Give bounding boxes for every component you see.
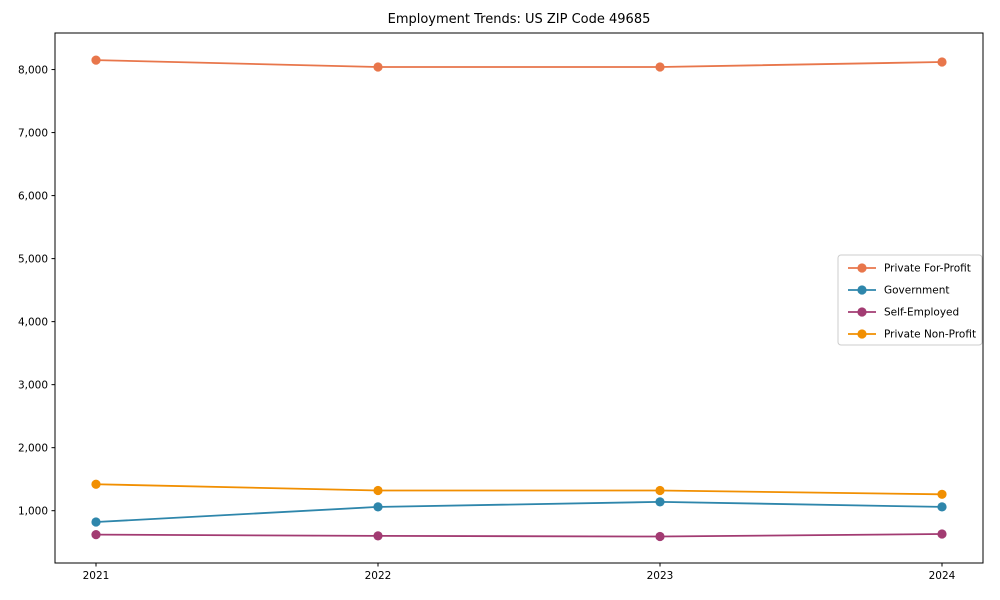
series-line-private-for-profit: [95, 59, 943, 68]
data-point: [655, 531, 665, 542]
legend-label: Private For-Profit: [884, 263, 971, 275]
legend-label: Government: [884, 285, 949, 297]
chart-title: Employment Trends: US ZIP Code 49685: [388, 12, 651, 27]
data-point: [937, 57, 947, 67]
data-point: [655, 485, 665, 496]
data-point: [655, 497, 665, 507]
data-point: [91, 530, 101, 540]
series-line-self-employed: [95, 533, 943, 538]
data-point: [373, 62, 383, 72]
y-axis-tick-label: 5,000: [18, 253, 48, 265]
data-point: [373, 485, 383, 496]
x-axis-tick-label: 2024: [929, 570, 956, 582]
y-axis-tick-label: 1,000: [18, 505, 48, 517]
legend-marker-swatch: [857, 329, 867, 339]
series-line-private-non-profit: [95, 483, 943, 496]
y-axis-tick-label: 8,000: [18, 64, 48, 76]
y-axis-tick-label: 3,000: [18, 379, 48, 391]
legend-label: Private Non-Profit: [884, 329, 976, 341]
data-point: [373, 531, 383, 541]
data-point: [937, 502, 947, 512]
data-point: [91, 479, 101, 489]
data-point: [937, 489, 947, 499]
legend-marker-swatch: [857, 285, 867, 295]
y-axis-tick-label: 4,000: [18, 316, 48, 328]
data-point: [91, 55, 101, 65]
x-axis-tick-label: 2023: [647, 570, 674, 582]
legend-box: [837, 254, 983, 346]
x-axis-tick-label: 2021: [83, 570, 110, 582]
data-point: [373, 502, 383, 512]
legend-marker-swatch: [857, 263, 867, 273]
axes-border: [54, 32, 984, 564]
legend-label: Self-Employed: [884, 307, 959, 319]
data-point: [91, 517, 101, 527]
plot-area: 1,000 2,000 3,000 4,000 5,000 6,000 7,000 8,000…: [18, 32, 984, 582]
y-axis-tick-label: 2,000: [18, 442, 48, 454]
y-axis-tick-label: 7,000: [18, 127, 48, 139]
x-axis-tick-label: 2022: [365, 570, 392, 582]
data-point: [655, 62, 665, 72]
legend-marker-swatch: [857, 307, 867, 317]
y-axis-tick-label: 6,000: [18, 190, 48, 202]
data-point: [937, 529, 947, 539]
series-line-government: [95, 500, 943, 523]
